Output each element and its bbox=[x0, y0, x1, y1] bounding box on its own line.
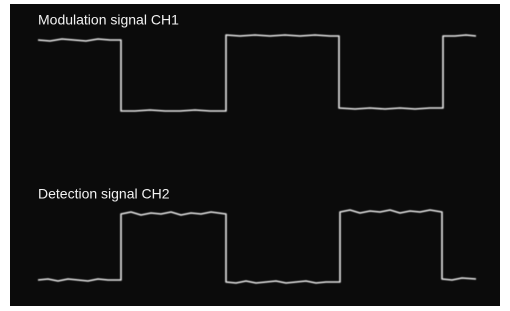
page: Modulation signal CH1 Detection signal C… bbox=[0, 0, 510, 311]
scope-screen: Modulation signal CH1 Detection signal C… bbox=[0, 0, 510, 311]
screen-background bbox=[10, 4, 500, 306]
ch2-label: Detection signal CH2 bbox=[38, 186, 170, 202]
ch1-label: Modulation signal CH1 bbox=[38, 12, 179, 28]
